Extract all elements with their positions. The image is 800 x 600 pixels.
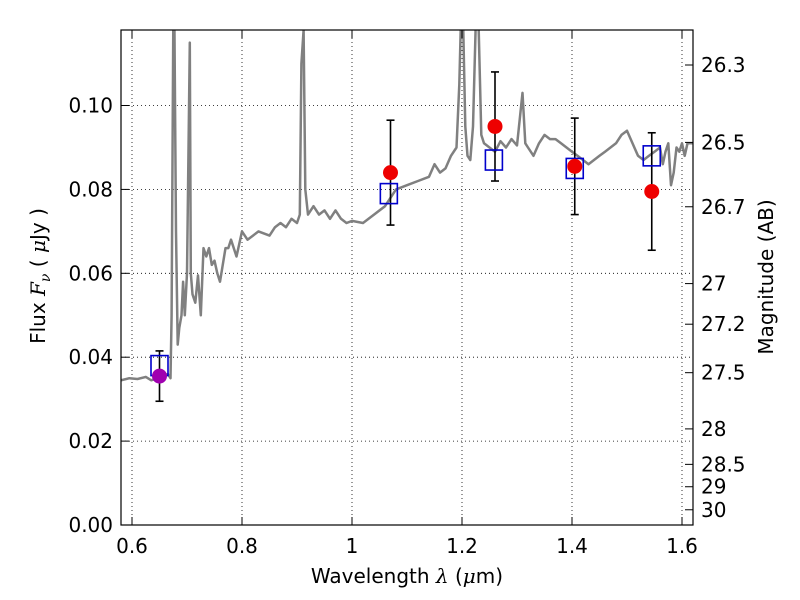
spectrum-line (121, 30, 693, 382)
measured-points (152, 118, 660, 384)
y-tick-label: 0.06 (68, 261, 113, 285)
right-tick-label: 26.7 (701, 195, 746, 219)
model-square-point (484, 149, 504, 171)
axis-ticks (121, 30, 693, 526)
x-tick-labels: 0.6 0.8 1 1.2 1.4 1.6 (116, 534, 698, 558)
x-tick-label: 1 (346, 534, 359, 558)
right-tick-label: 26.3 (701, 53, 746, 77)
right-axis-label: Magnitude (AB) (754, 199, 778, 354)
y-tick-labels: 0.00 0.02 0.04 0.06 0.08 0.10 (68, 94, 113, 537)
right-tick-label: 28.5 (701, 452, 746, 476)
x-tick-label: 1.4 (556, 534, 588, 558)
model-square-point (642, 145, 662, 167)
spectrum-line-series (121, 30, 693, 382)
model-square-point (379, 182, 399, 205)
model-squares (150, 145, 662, 377)
right-tick-label: 28 (701, 417, 726, 441)
measured-point (487, 118, 503, 134)
x-tick-label: 0.6 (116, 534, 148, 558)
measured-point (644, 184, 660, 200)
y-tick-label: 0.04 (68, 345, 113, 369)
measured-point (383, 165, 398, 181)
x-axis-label: Wavelength λ (μm) (311, 564, 503, 588)
x-tick-label: 1.2 (446, 534, 478, 558)
right-tick-label: 26.5 (701, 130, 746, 154)
x-tick-label: 1.6 (666, 534, 698, 558)
grid (121, 30, 693, 526)
right-tick-label: 27 (701, 272, 726, 296)
model-square-point (565, 157, 585, 180)
measured-point (567, 158, 583, 174)
error-bars (155, 71, 656, 403)
plot-frame (120, 29, 694, 526)
y-tick-label: 0.00 (68, 513, 113, 537)
right-tick-label: 27.2 (701, 312, 746, 336)
right-tick-label: 30 (701, 498, 726, 522)
x-tick-label: 0.8 (226, 534, 258, 558)
y-tick-label: 0.10 (68, 94, 113, 118)
y-axis-label: Flux Fν ( μJy ) (26, 208, 54, 344)
measured-point (152, 368, 167, 384)
right-tick-label: 29 (701, 475, 726, 499)
y-tick-label: 0.08 (68, 177, 113, 201)
right-tick-label: 27.5 (701, 361, 746, 385)
y-tick-label: 0.02 (68, 429, 113, 453)
